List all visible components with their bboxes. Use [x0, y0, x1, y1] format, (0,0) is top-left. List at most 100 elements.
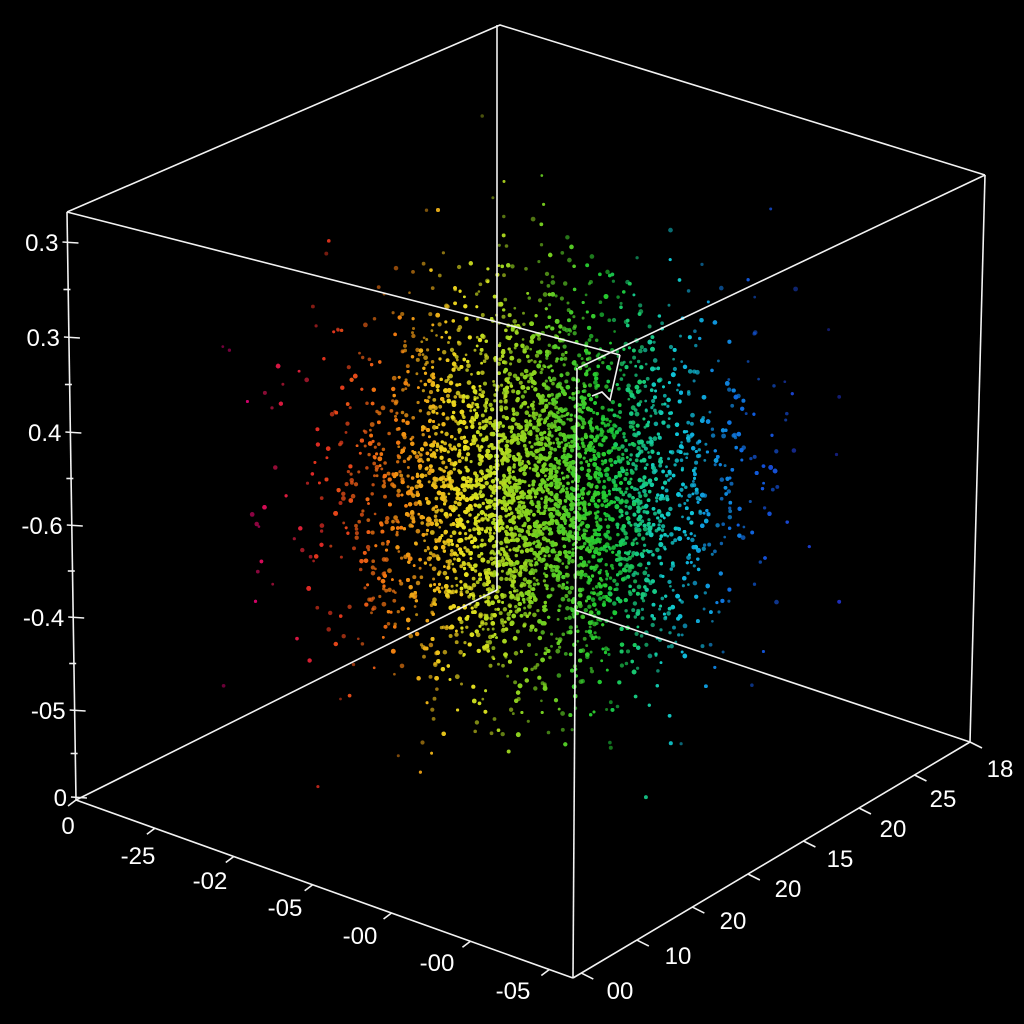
data-point	[544, 271, 550, 277]
data-point	[547, 554, 551, 558]
data-point	[525, 494, 530, 500]
data-point	[502, 607, 508, 612]
data-point	[450, 549, 454, 553]
data-point	[371, 607, 375, 611]
data-point	[614, 543, 618, 547]
data-point	[524, 423, 529, 428]
data-point	[477, 290, 481, 293]
data-point	[604, 518, 608, 521]
data-point	[408, 291, 411, 295]
data-point	[669, 477, 673, 480]
data-point	[611, 545, 616, 550]
data-point	[641, 599, 646, 603]
data-point	[667, 303, 671, 307]
data-point	[404, 413, 409, 418]
data-point	[564, 594, 569, 598]
data-point	[455, 583, 459, 587]
data-point	[292, 537, 296, 541]
data-point	[667, 478, 671, 482]
data-point	[512, 532, 517, 537]
data-point	[538, 511, 543, 516]
data-point	[568, 417, 573, 422]
data-point	[581, 316, 585, 320]
data-point	[391, 399, 395, 403]
data-point	[415, 580, 421, 586]
data-point	[438, 467, 442, 471]
data-point	[601, 462, 605, 466]
data-point	[476, 317, 480, 321]
data-point	[369, 422, 375, 427]
data-point	[546, 386, 551, 391]
data-point	[622, 360, 626, 364]
data-point	[345, 421, 350, 426]
data-point	[389, 409, 394, 413]
data-point	[427, 480, 431, 484]
data-point	[462, 415, 466, 420]
data-point	[533, 442, 537, 446]
data-point	[563, 414, 567, 418]
data-point	[658, 463, 663, 468]
data-point	[639, 634, 644, 638]
data-point	[592, 621, 597, 627]
data-point	[673, 538, 678, 543]
data-point	[558, 604, 562, 608]
data-point	[627, 567, 632, 573]
data-point	[395, 530, 399, 534]
data-point	[527, 558, 531, 563]
data-point	[429, 530, 435, 535]
data-point	[391, 519, 395, 524]
data-point	[634, 631, 639, 637]
data-point	[475, 580, 480, 585]
data-point	[499, 553, 503, 556]
data-point	[633, 615, 638, 619]
data-point	[357, 470, 361, 474]
data-point	[449, 478, 455, 484]
data-point	[524, 568, 528, 572]
data-point	[572, 331, 577, 336]
data-point	[753, 295, 757, 299]
data-point	[391, 375, 397, 381]
data-point	[515, 589, 519, 593]
data-point	[571, 547, 575, 551]
data-point	[370, 611, 373, 615]
data-point	[684, 533, 688, 537]
data-point	[686, 289, 691, 293]
data-point	[373, 445, 377, 449]
data-point	[358, 351, 361, 355]
data-point	[249, 512, 255, 517]
data-point	[565, 371, 570, 377]
data-point	[426, 348, 430, 352]
data-point	[387, 587, 392, 592]
data-point	[634, 537, 638, 541]
data-point	[477, 421, 482, 426]
data-point	[686, 516, 691, 521]
data-point	[623, 477, 628, 481]
data-point	[717, 610, 721, 614]
data-point	[683, 452, 687, 456]
data-point	[502, 487, 507, 492]
data-point	[517, 533, 522, 538]
data-point	[428, 642, 434, 648]
data-point	[635, 256, 639, 260]
data-point	[413, 605, 417, 608]
data-point	[636, 446, 641, 451]
data-point	[449, 534, 453, 538]
data-point	[480, 620, 485, 625]
data-point	[500, 628, 506, 633]
data-point	[369, 597, 374, 602]
data-point	[465, 625, 469, 629]
data-point	[509, 362, 513, 366]
data-point	[646, 573, 650, 578]
data-point	[599, 312, 605, 318]
data-point	[444, 431, 449, 437]
data-point	[478, 433, 483, 437]
data-point	[399, 581, 404, 586]
data-point	[367, 548, 371, 552]
data-point	[399, 663, 405, 669]
data-point	[338, 501, 343, 505]
data-point	[445, 304, 450, 310]
data-point	[453, 557, 456, 561]
data-point	[315, 605, 320, 610]
data-point	[475, 335, 479, 339]
data-point	[619, 663, 625, 668]
